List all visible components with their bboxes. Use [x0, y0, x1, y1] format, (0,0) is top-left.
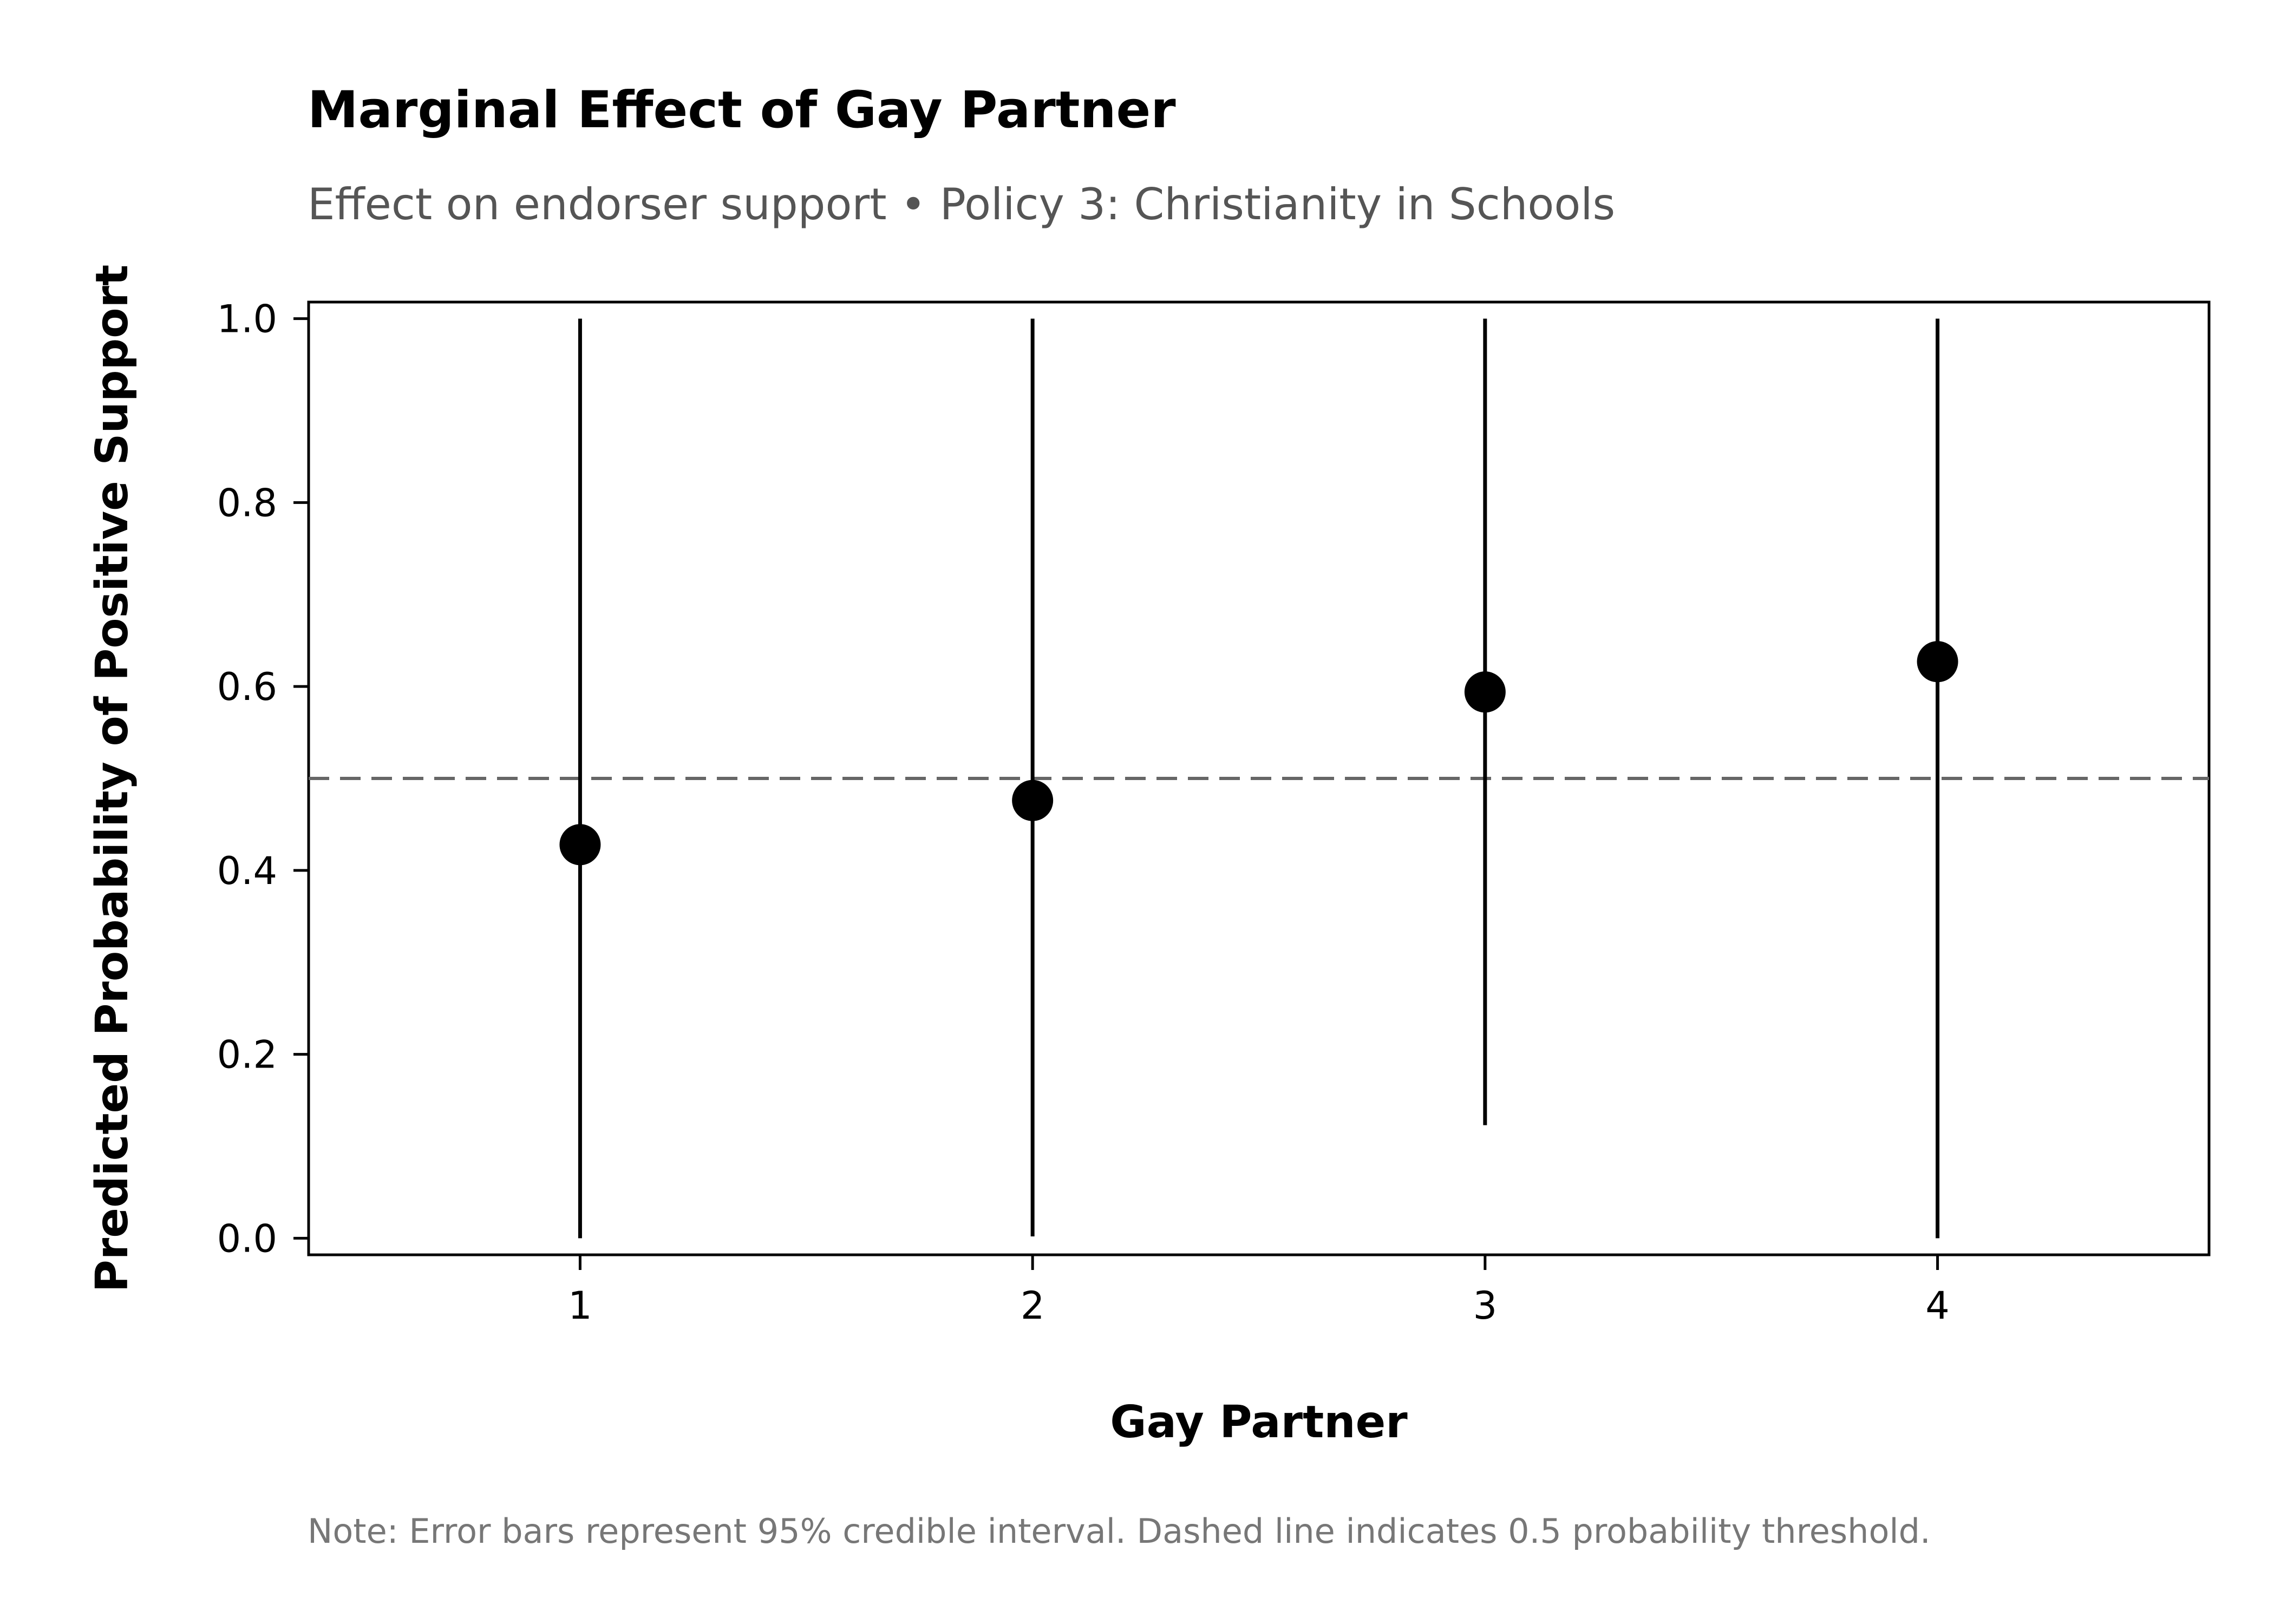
y-tick-label: 0.4 — [217, 849, 277, 893]
data-point — [1464, 671, 1506, 713]
data-point — [1012, 780, 1054, 821]
y-tick-label: 0.6 — [217, 665, 277, 709]
chart-title: Marginal Effect of Gay Partner — [308, 81, 1176, 140]
x-tick-label: 1 — [568, 1284, 592, 1328]
data-point — [1917, 641, 1958, 683]
data-points — [559, 641, 1958, 866]
chart-note: Note: Error bars represent 95% credible … — [308, 1511, 1931, 1551]
x-axis: 1 2 3 4 — [568, 1255, 1950, 1328]
y-axis: 0.0 0.2 0.4 0.6 0.8 1.0 — [217, 297, 309, 1261]
y-tick-label: 0.0 — [217, 1216, 277, 1261]
x-tick-label: 2 — [1021, 1284, 1045, 1328]
y-tick-label: 0.2 — [217, 1033, 277, 1077]
error-bars — [578, 318, 1940, 1239]
data-point — [559, 824, 601, 866]
x-axis-label: Gay Partner — [1110, 1397, 1408, 1448]
y-tick-label: 1.0 — [217, 297, 277, 342]
y-axis-label: Predicted Probability of Positive Suppor… — [87, 265, 138, 1292]
chart-subtitle: Effect on endorser support • Policy 3: C… — [308, 179, 1615, 230]
y-tick-label: 0.8 — [217, 481, 277, 525]
x-tick-label: 4 — [1925, 1284, 1950, 1328]
x-tick-label: 3 — [1473, 1284, 1498, 1328]
